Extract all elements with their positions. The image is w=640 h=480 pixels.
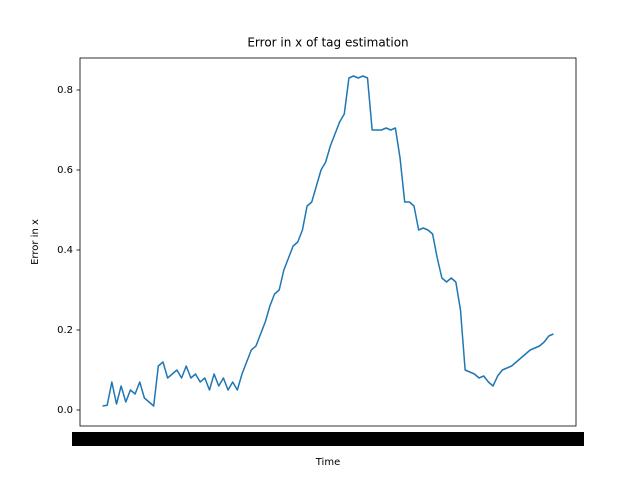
y-tick-label: 0.8 bbox=[57, 85, 73, 96]
y-axis-label: Error in x bbox=[30, 219, 41, 265]
x-axis-label: Time bbox=[315, 457, 340, 468]
y-tick-label: 0.0 bbox=[57, 405, 73, 416]
chart-title: Error in x of tag estimation bbox=[247, 36, 408, 50]
axes-frame bbox=[79, 57, 577, 427]
y-tick-label: 0.4 bbox=[57, 245, 73, 256]
x-tick-labels-overlap bbox=[72, 432, 584, 446]
y-tick-label: 0.2 bbox=[57, 325, 73, 336]
data-line bbox=[102, 75, 554, 407]
y-tick-label: 0.6 bbox=[57, 165, 73, 176]
